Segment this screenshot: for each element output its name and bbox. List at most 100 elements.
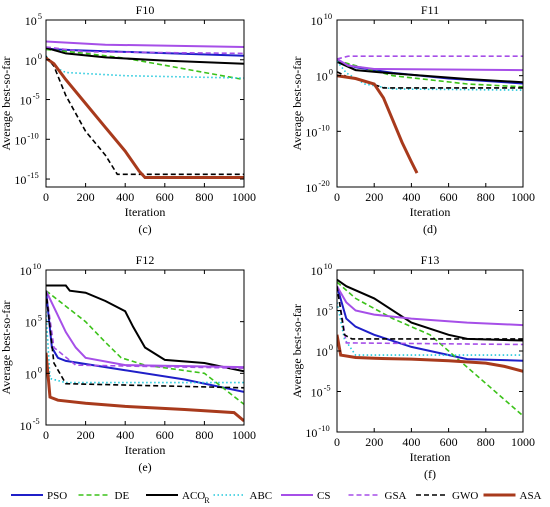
x-tick-label: 200	[365, 190, 383, 204]
legend-label: GSA	[385, 490, 407, 502]
series-line-aco	[46, 284, 244, 373]
x-tick-label: 400	[402, 190, 420, 204]
legend-item-de: DE	[78, 490, 130, 502]
x-tick-label: 600	[440, 190, 458, 204]
x-tick-label: 800	[477, 435, 495, 449]
y-tick-exponent: -10	[27, 130, 38, 140]
legend-label: PSO	[47, 490, 67, 502]
panel-label: (f)	[424, 467, 436, 481]
x-tick-label: 0	[43, 190, 49, 204]
y-tick-label: 10	[316, 305, 328, 319]
y-tick-exponent: 5	[38, 11, 42, 21]
y-tick-label: 10	[25, 316, 37, 330]
series-line-gwo	[46, 290, 244, 389]
chart-title: F12	[136, 253, 155, 267]
x-tick-label: 1000	[232, 428, 256, 442]
y-tick-label: 10	[311, 14, 323, 28]
y-tick-exponent: 0	[329, 342, 333, 352]
legend-item-asa: ASA	[483, 490, 542, 502]
chart-title: F10	[136, 3, 155, 17]
legend-item-gsa: GSA	[348, 490, 407, 502]
panel-label: (d)	[423, 222, 437, 236]
y-axis-label: Average best-so-far	[290, 304, 304, 398]
series-line-gsa	[46, 290, 244, 369]
legend-label: ASA	[520, 490, 542, 502]
y-tick-label: 10	[311, 386, 323, 400]
y-tick-exponent: 5	[38, 313, 42, 323]
x-tick-label: 400	[402, 435, 420, 449]
series-line-asa	[337, 74, 419, 174]
series-group	[337, 55, 523, 174]
legend-label: DE	[115, 490, 130, 502]
x-tick-label: 800	[477, 190, 495, 204]
y-tick-exponent: 10	[324, 11, 333, 21]
y-tick-label: 10	[305, 181, 317, 195]
x-tick-label: 200	[77, 190, 95, 204]
y-tick-exponent: 0	[38, 364, 42, 374]
series-group	[46, 284, 244, 423]
x-tick-label: 0	[334, 190, 340, 204]
y-tick-exponent: -20	[318, 178, 329, 188]
y-tick-exponent: 10	[324, 261, 333, 271]
y-tick-exponent: -10	[318, 122, 329, 132]
series-line-aco	[46, 46, 244, 65]
series-line-de	[337, 281, 523, 417]
series-group	[46, 40, 244, 179]
y-tick-label: 10	[20, 94, 32, 108]
panel-label: (c)	[138, 222, 151, 236]
y-tick-exponent: -10	[318, 423, 329, 433]
plot-frame	[45, 269, 245, 426]
y-tick-label: 10	[316, 70, 328, 84]
series-line-abc	[46, 311, 244, 384]
x-tick-label: 800	[195, 190, 213, 204]
series-line-aco	[337, 60, 523, 84]
legend-label: ABC	[250, 490, 273, 502]
y-tick-label: 10	[305, 125, 317, 139]
y-tick-exponent: -15	[27, 170, 38, 180]
x-tick-label: 600	[440, 435, 458, 449]
y-tick-exponent: -5	[324, 383, 331, 393]
panel-label: (e)	[138, 460, 151, 474]
series-line-pso	[337, 285, 523, 362]
y-axis-label: Average best-so-far	[0, 56, 13, 150]
x-tick-label: 400	[116, 428, 134, 442]
y-tick-exponent: 5	[329, 302, 333, 312]
x-tick-label: 1000	[511, 435, 535, 449]
x-tick-label: 200	[77, 428, 95, 442]
x-axis-label: Iteration	[410, 205, 451, 219]
x-axis-label: Iteration	[125, 205, 166, 219]
series-line-gsa	[337, 55, 523, 60]
series-line-asa	[46, 56, 244, 179]
series-line-gsa	[46, 46, 244, 55]
series-line-de	[46, 290, 244, 405]
legend-item-gwo: GWO	[416, 490, 478, 502]
x-tick-label: 600	[156, 428, 174, 442]
x-tick-label: 600	[156, 190, 174, 204]
series-line-asa	[337, 334, 523, 373]
x-tick-label: 800	[195, 428, 213, 442]
series-line-asa	[46, 352, 244, 423]
legend-label: ACO	[182, 490, 205, 502]
y-tick-label: 10	[25, 367, 37, 381]
series-line-abc	[337, 302, 523, 356]
legend-label: GWO	[452, 490, 478, 502]
y-tick-exponent: 10	[33, 261, 42, 271]
legend-label-subscript: R	[204, 496, 210, 505]
legend-item-pso: PSO	[11, 490, 67, 502]
y-tick-label: 10	[316, 345, 328, 359]
series-line-cs	[46, 40, 244, 48]
y-axis-label: Average best-so-far	[290, 56, 304, 150]
legend-label: CS	[317, 490, 330, 502]
legend-item-cs: CS	[281, 490, 330, 502]
chart-title: F13	[421, 253, 440, 267]
y-tick-exponent: 0	[329, 67, 333, 77]
series-line-cs	[46, 290, 244, 369]
chart-title: F11	[421, 3, 439, 17]
x-tick-label: 400	[116, 190, 134, 204]
series-line-de	[46, 48, 244, 81]
